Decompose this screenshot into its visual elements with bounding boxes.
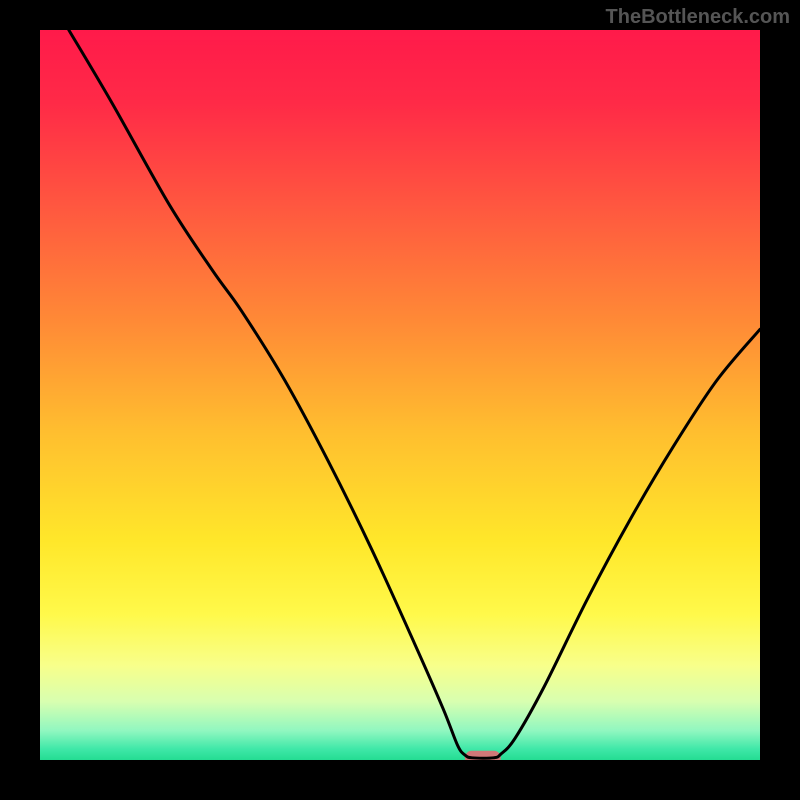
watermark-text: TheBottleneck.com <box>606 6 790 29</box>
chart-container: TheBottleneck.com <box>0 0 800 800</box>
plot-background <box>40 30 760 760</box>
bottleneck-chart <box>0 0 800 800</box>
